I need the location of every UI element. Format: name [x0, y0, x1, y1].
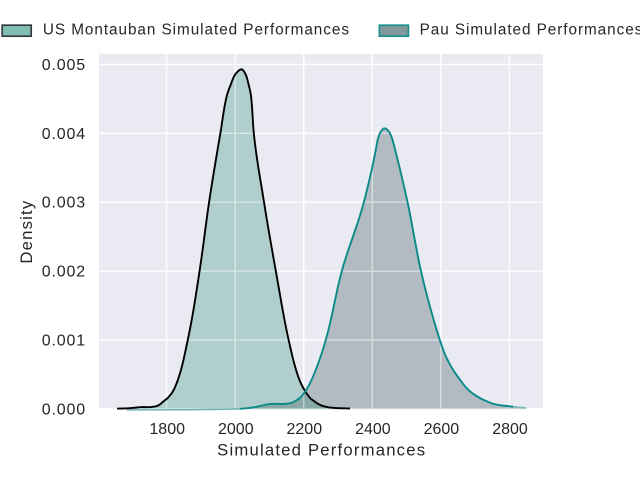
- svg-text:1800: 1800: [149, 421, 185, 438]
- svg-text:US Montauban Simulated Perform: US Montauban Simulated Performances: [43, 21, 350, 38]
- svg-text:0.000: 0.000: [42, 402, 86, 419]
- svg-text:2000: 2000: [218, 421, 254, 438]
- svg-text:Density: Density: [17, 200, 36, 264]
- svg-text:0.001: 0.001: [42, 333, 86, 350]
- svg-text:0.005: 0.005: [42, 57, 86, 74]
- svg-text:2800: 2800: [492, 421, 528, 438]
- svg-text:Simulated Performances: Simulated Performances: [217, 440, 426, 459]
- svg-text:2200: 2200: [287, 421, 323, 438]
- svg-text:2400: 2400: [355, 421, 391, 438]
- svg-text:0.004: 0.004: [42, 126, 86, 143]
- svg-text:0.002: 0.002: [42, 264, 86, 281]
- svg-text:0.003: 0.003: [42, 195, 86, 212]
- svg-text:2600: 2600: [424, 421, 460, 438]
- svg-text:Pau Simulated Performances: Pau Simulated Performances: [420, 21, 640, 38]
